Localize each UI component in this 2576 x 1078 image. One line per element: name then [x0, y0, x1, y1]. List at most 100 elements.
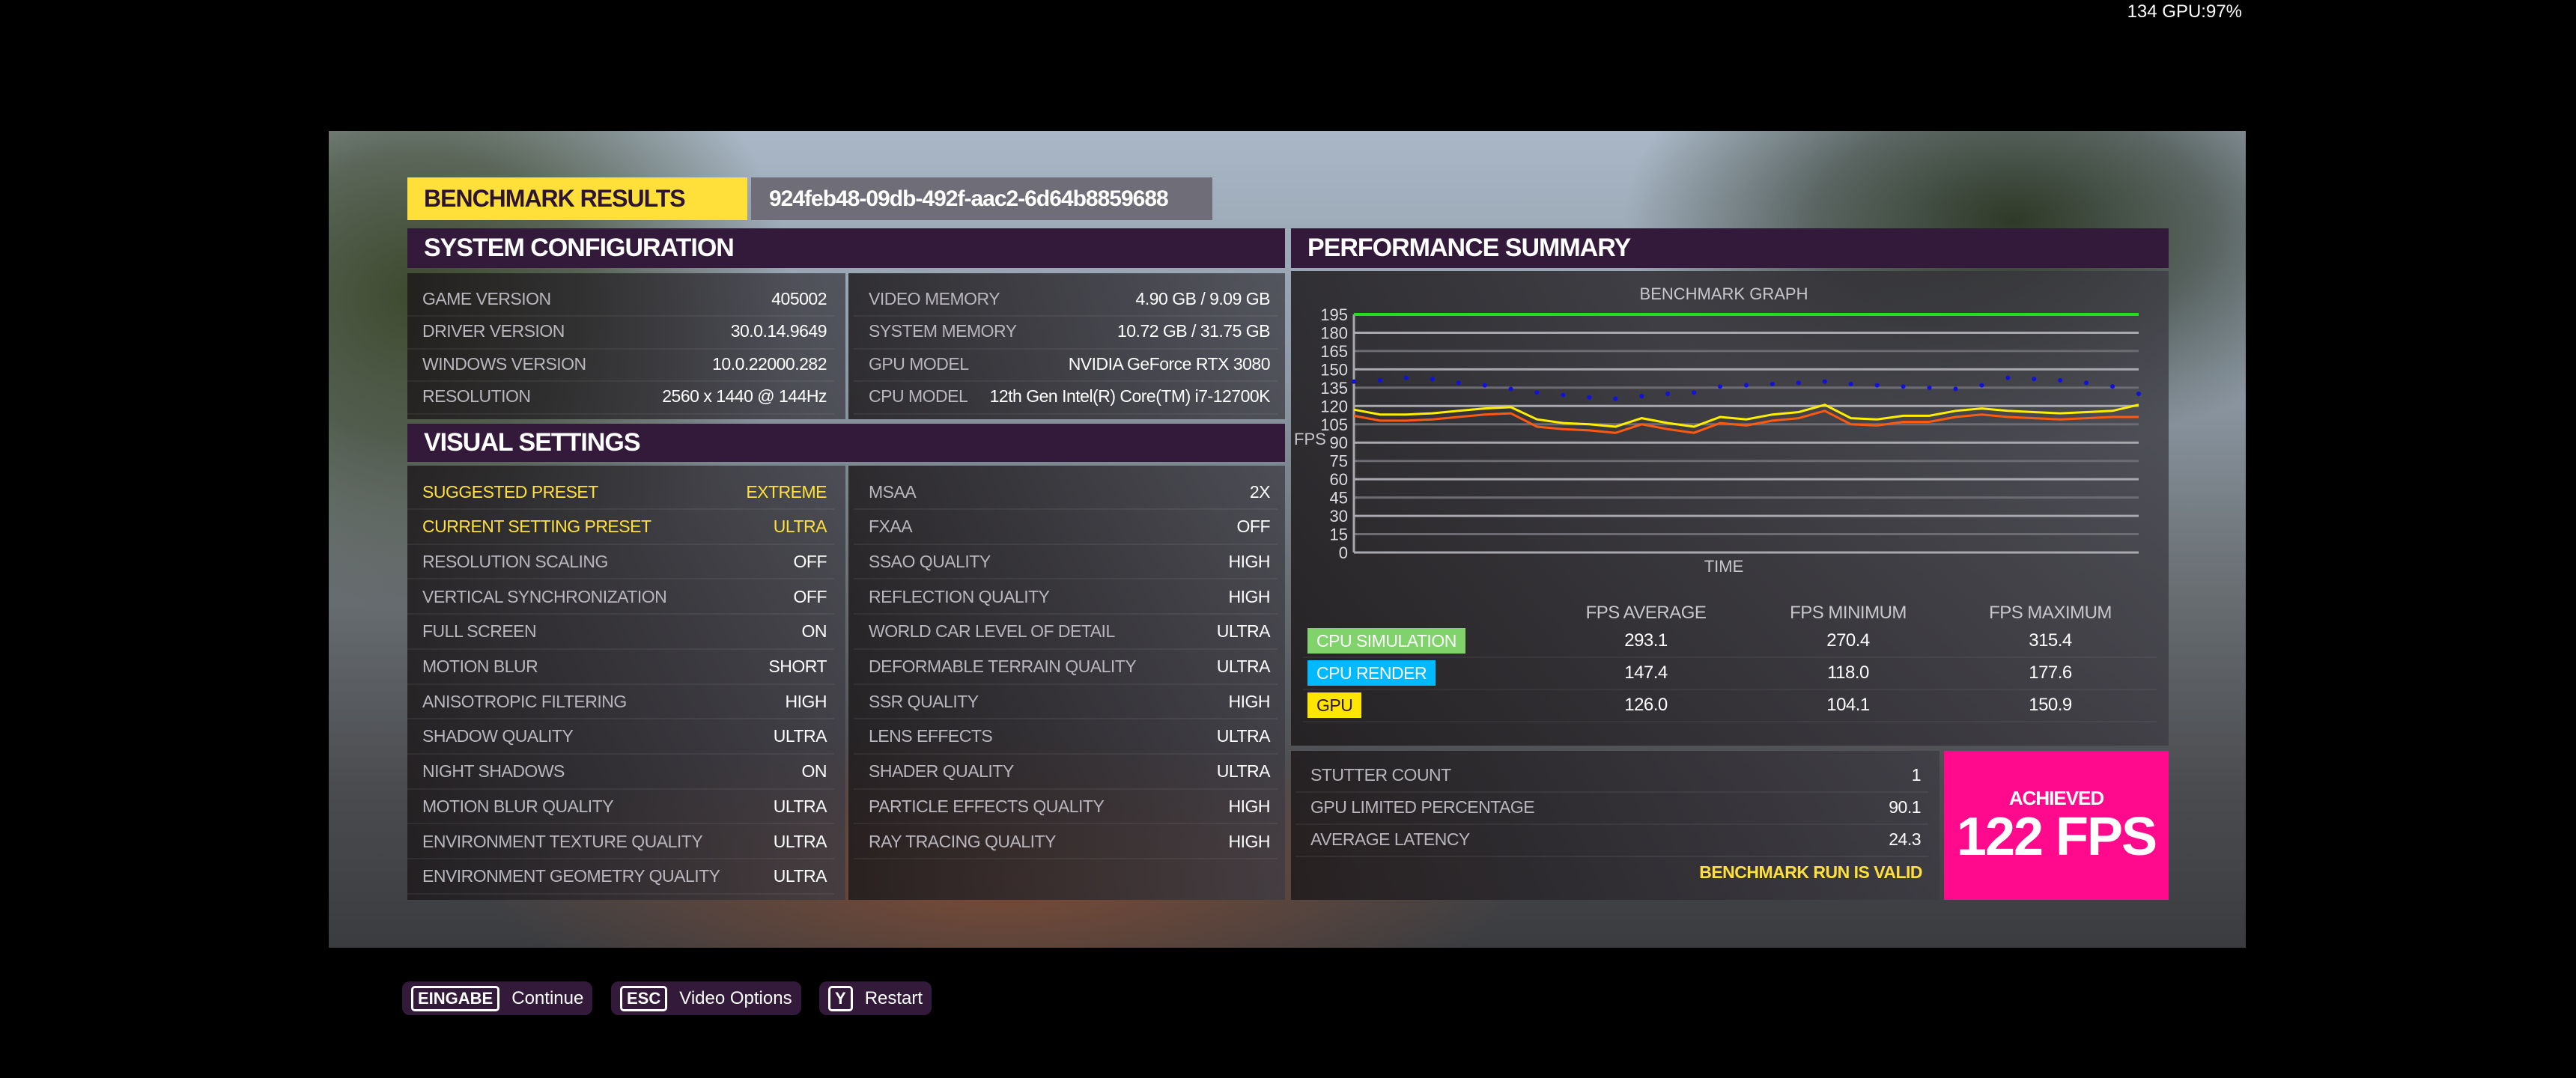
visual-setting-row-label: REFLECTION QUALITY — [869, 586, 1050, 606]
visual-setting-row-value: EXTREME — [746, 481, 827, 502]
key-eingabe: EINGABE — [411, 985, 500, 1011]
y-tick-label: 90 — [1330, 433, 1348, 452]
fps-value: 177.6 — [2029, 663, 2072, 683]
visual-setting-row: REFLECTION QUALITY HIGH — [854, 580, 1278, 615]
cpu-render-point — [1692, 390, 1697, 395]
fps-value: 315.4 — [2029, 630, 2072, 651]
system-config-row-value: 2560 x 1440 @ 144Hz — [662, 386, 827, 406]
cpu-render-point — [1587, 395, 1592, 400]
benchmark-valid-status: BENCHMARK RUN IS VALID — [1699, 862, 1922, 882]
stats-panel — [1291, 751, 1939, 900]
visual-setting-row-label: ANISOTROPIC FILTERING — [422, 691, 627, 711]
stat-row-label: STUTTER COUNT — [1310, 764, 1451, 785]
cpu-render-point — [1639, 394, 1644, 399]
column-header: FPS MINIMUM — [1790, 603, 1907, 623]
visual-setting-row-label: DEFORMABLE TERRAIN QUALITY — [869, 657, 1137, 676]
y-tick-label: 195 — [1320, 305, 1348, 324]
visual-setting-row: PARTICLE EFFECTS QUALITY HIGH — [854, 790, 1278, 825]
column-header: FPS AVERAGE — [1585, 603, 1707, 623]
visual-setting-row: ENVIRONMENT GEOMETRY QUALITY ULTRA — [407, 860, 834, 895]
visual-setting-row-value: SHORT — [768, 657, 827, 676]
visual-setting-row-label: ENVIRONMENT GEOMETRY QUALITY — [422, 866, 720, 886]
visual-setting-row-value: OFF — [793, 551, 827, 571]
visual-setting-row: WORLD CAR LEVEL OF DETAIL ULTRA — [854, 615, 1278, 650]
visual-setting-row-label: CURRENT SETTING PRESET — [422, 517, 651, 537]
visual-setting-row-label: NIGHT SHADOWS — [422, 761, 565, 782]
achieved-label: ACHIEVED — [2008, 787, 2104, 809]
visual-setting-row: MOTION BLUR QUALITY ULTRA — [407, 790, 834, 825]
fps-overlay: 134 GPU:97% — [2127, 1, 2242, 22]
visual-setting-row-label: VERTICAL SYNCHRONIZATION — [422, 586, 667, 606]
system-config-row: RESOLUTION 2560 x 1440 @ 144Hz — [407, 380, 834, 415]
continue-label: Continue — [511, 987, 584, 1008]
cpu-render-point — [2032, 377, 2037, 382]
system-config-row: CPU MODEL 12th Gen Intel(R) Core(TM) i7-1… — [854, 380, 1278, 415]
cpu-render-point — [1718, 384, 1723, 389]
fps-value: 126.0 — [1624, 695, 1668, 715]
system-config-row-label: GAME VERSION — [422, 288, 551, 308]
visual-settings-header: VISUAL SETTINGS — [407, 424, 1285, 462]
fps-value: 270.4 — [1826, 630, 1870, 651]
cpu-render-point — [1403, 375, 1409, 380]
visual-setting-row-value: ULTRA — [773, 726, 827, 746]
video-options-button[interactable]: ESC Video Options — [611, 981, 801, 1015]
y-tick-label: 45 — [1330, 489, 1348, 508]
row-divider — [1303, 657, 2157, 658]
stat-row-label: AVERAGE LATENCY — [1310, 829, 1470, 849]
stat-row-value: 90.1 — [1889, 797, 1921, 817]
visual-setting-row-value: ON — [801, 761, 827, 782]
video-options-label: Video Options — [679, 987, 792, 1008]
fps-value: 147.4 — [1624, 663, 1668, 683]
benchmark-results-title: BENCHMARK RESULTS — [407, 177, 747, 220]
visual-setting-row-value: HIGH — [1228, 796, 1271, 816]
cpu-render-point — [1482, 383, 1487, 388]
system-config-row-label: CPU MODEL — [869, 386, 968, 406]
visual-setting-row-label: MOTION BLUR QUALITY — [422, 796, 614, 816]
performance-summary-header: PERFORMANCE SUMMARY — [1291, 228, 2169, 268]
cpu-render-point — [2084, 380, 2089, 386]
series-line-2 — [1353, 404, 2139, 428]
visual-setting-row-value: HIGH — [1228, 551, 1271, 571]
visual-setting-row: FXAA OFF — [854, 511, 1278, 545]
continue-button[interactable]: EINGABE Continue — [402, 981, 593, 1015]
y-tick-label: 60 — [1330, 470, 1348, 489]
system-config-row: GAME VERSION 405002 — [407, 282, 834, 317]
fps-value: 104.1 — [1826, 695, 1870, 715]
cpu-render-point — [2110, 384, 2115, 389]
visual-setting-row-value: HIGH — [1228, 586, 1271, 606]
restart-button[interactable]: Y Restart — [819, 981, 932, 1015]
visual-setting-row: ENVIRONMENT TEXTURE QUALITY ULTRA — [407, 825, 834, 859]
visual-setting-row-label: MOTION BLUR — [422, 657, 538, 676]
system-config-row: WINDOWS VERSION 10.0.22000.282 — [407, 347, 834, 382]
visual-setting-row: SUGGESTED PRESET EXTREME — [407, 475, 834, 510]
visual-setting-row-value: HIGH — [1228, 691, 1271, 711]
fps-value: 293.1 — [1624, 630, 1668, 651]
system-config-row-label: DRIVER VERSION — [422, 321, 565, 341]
cpu-render-point — [1953, 386, 1958, 392]
visual-setting-row: VERTICAL SYNCHRONIZATION OFF — [407, 580, 834, 615]
visual-setting-row-value: ULTRA — [773, 831, 827, 851]
visual-setting-row: DEFORMABLE TERRAIN QUALITY ULTRA — [854, 651, 1278, 685]
visual-setting-row: FULL SCREEN ON — [407, 615, 834, 650]
y-tick-label: 180 — [1320, 323, 1348, 342]
system-config-row-label: VIDEO MEMORY — [869, 288, 1000, 308]
y-tick-label: 120 — [1320, 397, 1348, 415]
y-tick-label: 75 — [1330, 452, 1348, 471]
stat-row-value: 1 — [1911, 764, 1922, 785]
stat-row: GPU LIMITED PERCENTAGE 90.1 — [1295, 791, 1928, 825]
system-config-row-value: 12th Gen Intel(R) Core(TM) i7-12700K — [989, 386, 1271, 406]
cpu-render-point — [1665, 392, 1671, 396]
visual-setting-row-label: FULL SCREEN — [422, 621, 537, 642]
system-config-row-value: 4.90 GB / 9.09 GB — [1135, 288, 1271, 308]
visual-setting-row-label: LENS EFFECTS — [869, 726, 993, 746]
cpu-render-point — [1534, 390, 1540, 395]
column-header: FPS MAXIMUM — [1989, 603, 2112, 623]
cpu-render-point — [2058, 378, 2063, 383]
visual-setting-row-label: RESOLUTION SCALING — [422, 551, 608, 571]
visual-setting-row-value: ULTRA — [773, 517, 827, 537]
system-config-row-label: SYSTEM MEMORY — [869, 321, 1017, 341]
cpu-render-point — [1979, 383, 1984, 388]
fps-value: 118.0 — [1827, 663, 1869, 683]
key-y: Y — [828, 985, 853, 1011]
cpu-render-point — [1613, 396, 1618, 401]
